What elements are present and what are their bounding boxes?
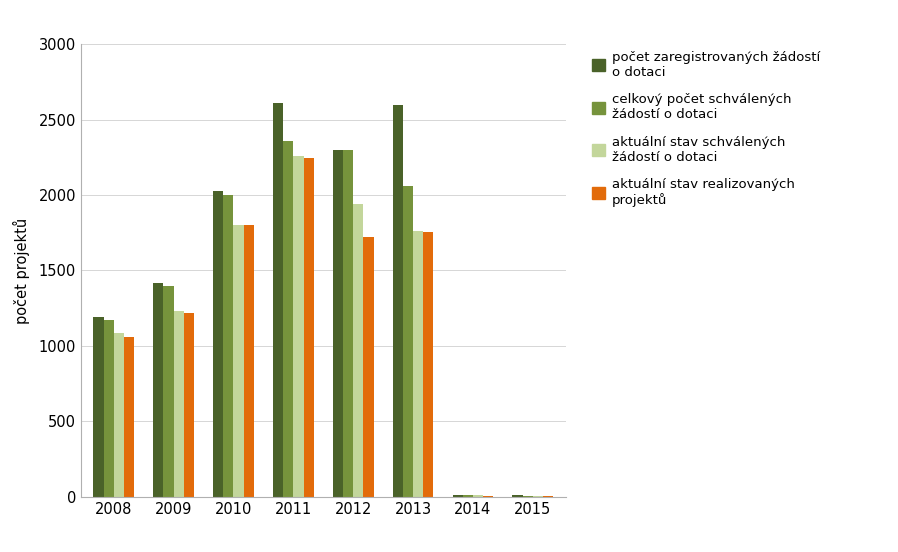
Bar (294, 156, 304, 497)
Bar (163, 285, 173, 497)
Bar (423, 232, 434, 497)
Bar (533, 496, 543, 497)
Bar (462, 495, 473, 497)
Bar (523, 496, 533, 497)
Bar (413, 231, 423, 497)
Bar (273, 103, 283, 497)
Bar (184, 314, 194, 497)
Bar (283, 141, 294, 497)
Bar (403, 186, 413, 497)
Bar (453, 495, 462, 497)
Bar (543, 496, 553, 497)
Bar (483, 496, 493, 497)
Bar (353, 204, 364, 497)
Bar (93, 317, 103, 497)
Bar (333, 150, 343, 497)
Bar (473, 495, 483, 497)
Bar (364, 237, 374, 497)
Bar (103, 320, 114, 497)
Bar (243, 225, 254, 497)
Bar (224, 195, 233, 497)
Bar (513, 495, 523, 497)
Bar (213, 190, 224, 497)
Bar (343, 150, 353, 497)
Bar (304, 158, 313, 497)
Bar (124, 337, 134, 497)
Bar (392, 104, 403, 497)
Bar (154, 283, 163, 497)
Y-axis label: počet projektů: počet projektů (13, 217, 31, 323)
Legend: počet zaregistrovaných žádostí
o dotaci, celkový počet schválených
žádostí o dot: počet zaregistrovaných žádostí o dotaci,… (592, 51, 820, 208)
Bar (114, 333, 124, 497)
Bar (233, 225, 243, 497)
Bar (173, 311, 184, 497)
